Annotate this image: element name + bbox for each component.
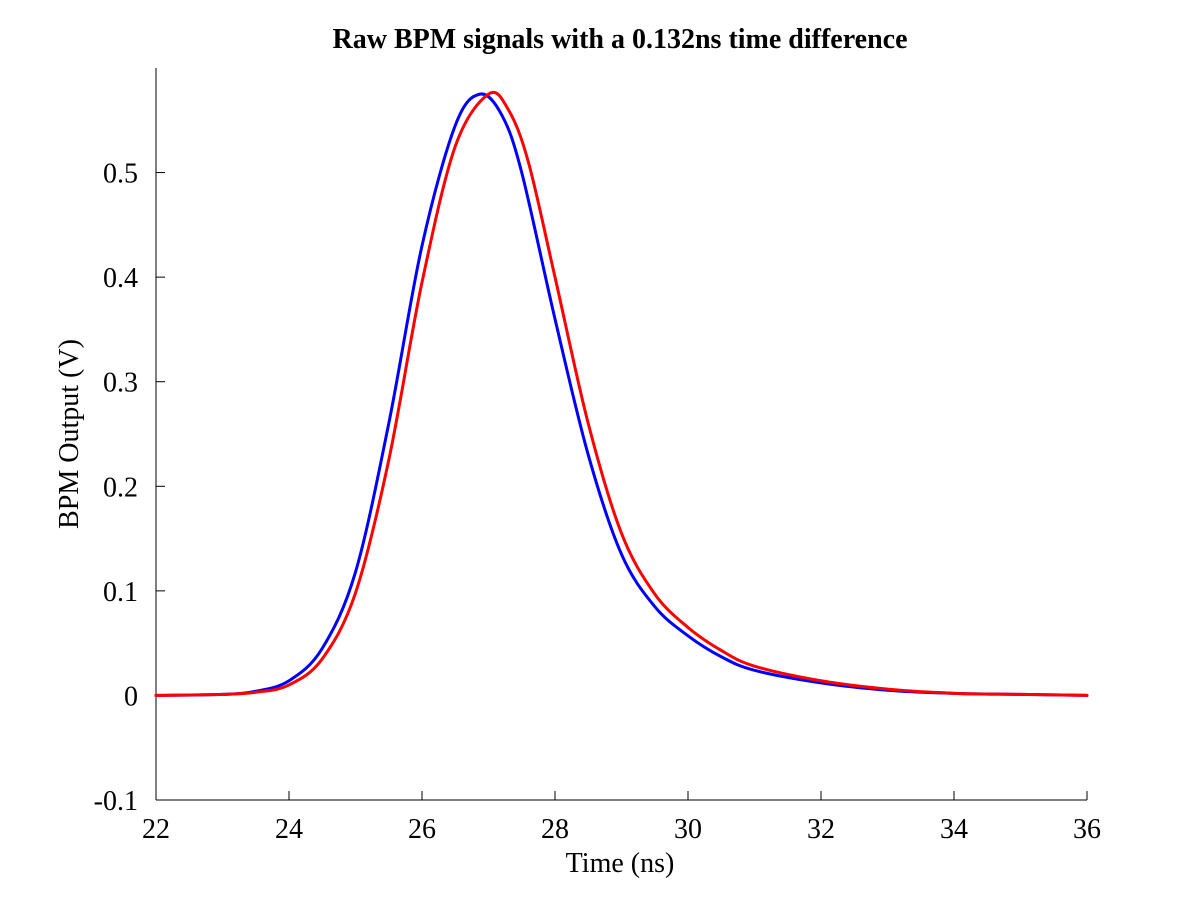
y-tick-label: 0.2 bbox=[103, 472, 138, 503]
y-tick-label: 0 bbox=[124, 681, 138, 712]
chart-title: Raw BPM signals with a 0.132ns time diff… bbox=[333, 24, 908, 55]
y-tick-label: 0.4 bbox=[103, 263, 138, 294]
x-tick-label: 32 bbox=[807, 814, 835, 845]
x-tick-label: 34 bbox=[940, 814, 968, 845]
x-tick-label: 36 bbox=[1073, 814, 1101, 845]
y-tick-label: -0.1 bbox=[94, 786, 138, 817]
x-tick-label: 30 bbox=[674, 814, 702, 845]
plot-area: 22 24 26 28 30 32 34 36 -0.1 0 0.1 0.2 0.3 0.4 0.5 bbox=[94, 68, 1101, 845]
series-line-2 bbox=[154, 90, 1089, 697]
x-tick-label: 24 bbox=[275, 814, 303, 845]
y-tick-label: 0.1 bbox=[103, 577, 138, 608]
x-axis-label: Time (ns) bbox=[566, 848, 675, 879]
series-line-1 bbox=[154, 92, 1089, 697]
x-tick-label: 26 bbox=[408, 814, 436, 845]
y-tick-label: 0.3 bbox=[103, 368, 138, 399]
y-tick-label: 0.5 bbox=[103, 159, 138, 190]
x-tick-label: 22 bbox=[142, 814, 170, 845]
y-axis-label: BPM Output (V) bbox=[54, 339, 85, 529]
x-tick-label: 28 bbox=[541, 814, 569, 845]
